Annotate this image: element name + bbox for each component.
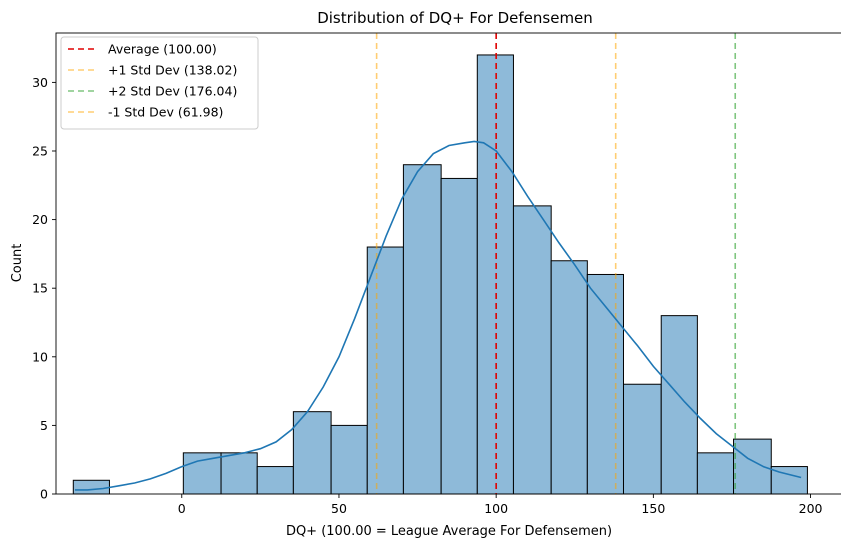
histogram-bar-5 [256,466,294,495]
kde-curve [74,140,802,491]
x-tick-label: 150 [641,501,665,516]
histogram-bar-13 [550,260,588,495]
x-axis-ticks: 0 50 100 150 200 [178,494,823,516]
chart-title: Distribution of DQ+ For Defensemen [317,9,593,27]
histogram-bar-16 [660,315,698,495]
histogram-bar-18 [733,438,772,495]
histogram-bar-12 [512,205,552,495]
histogram-bar-3 [182,452,222,495]
legend-box [60,36,259,130]
y-tick-label: 5 [40,418,48,433]
histogram-bar-7 [330,424,368,495]
y-tick-label: 0 [40,487,48,502]
histogram-bar-14 [586,273,624,495]
legend-label-1: +1 Std Dev (138.02) [108,63,237,78]
y-axis-label: Count [10,244,25,283]
y-tick-label: 30 [32,75,48,90]
legend-label-0: Average (100.00) [108,42,217,57]
x-tick-label: 0 [178,501,186,516]
y-axis-ticks: 0 5 10 15 20 25 30 [32,75,56,502]
histogram-bar-8 [366,246,404,495]
y-tick-label: 10 [32,349,48,364]
y-tick-label: 15 [32,281,48,296]
plot-frame [55,32,841,495]
x-tick-label: 50 [331,501,347,516]
x-tick-label: 200 [799,501,823,516]
histogram-bar-10 [440,177,478,495]
reference-lines [375,33,737,494]
x-tick-label: 100 [484,501,508,516]
histogram-bar-4 [220,452,258,495]
histogram-bar-15 [622,383,662,495]
legend: Average (100.00) +1 Std Dev (138.02) +2 St… [60,36,259,130]
histogram-bar-0 [72,479,110,495]
y-tick-label: 20 [32,212,48,227]
histogram-bar-9 [402,164,442,495]
legend-label-2: +2 Std Dev (176.04) [108,84,237,99]
y-tick-label: 25 [32,143,48,158]
legend-label-3: -1 Std Dev (61.98) [108,105,223,120]
histogram-bar-6 [292,411,332,495]
histogram-bar-17 [696,452,735,495]
x-axis-label: DQ+ (100.00 = League Average For Defense… [286,524,612,539]
